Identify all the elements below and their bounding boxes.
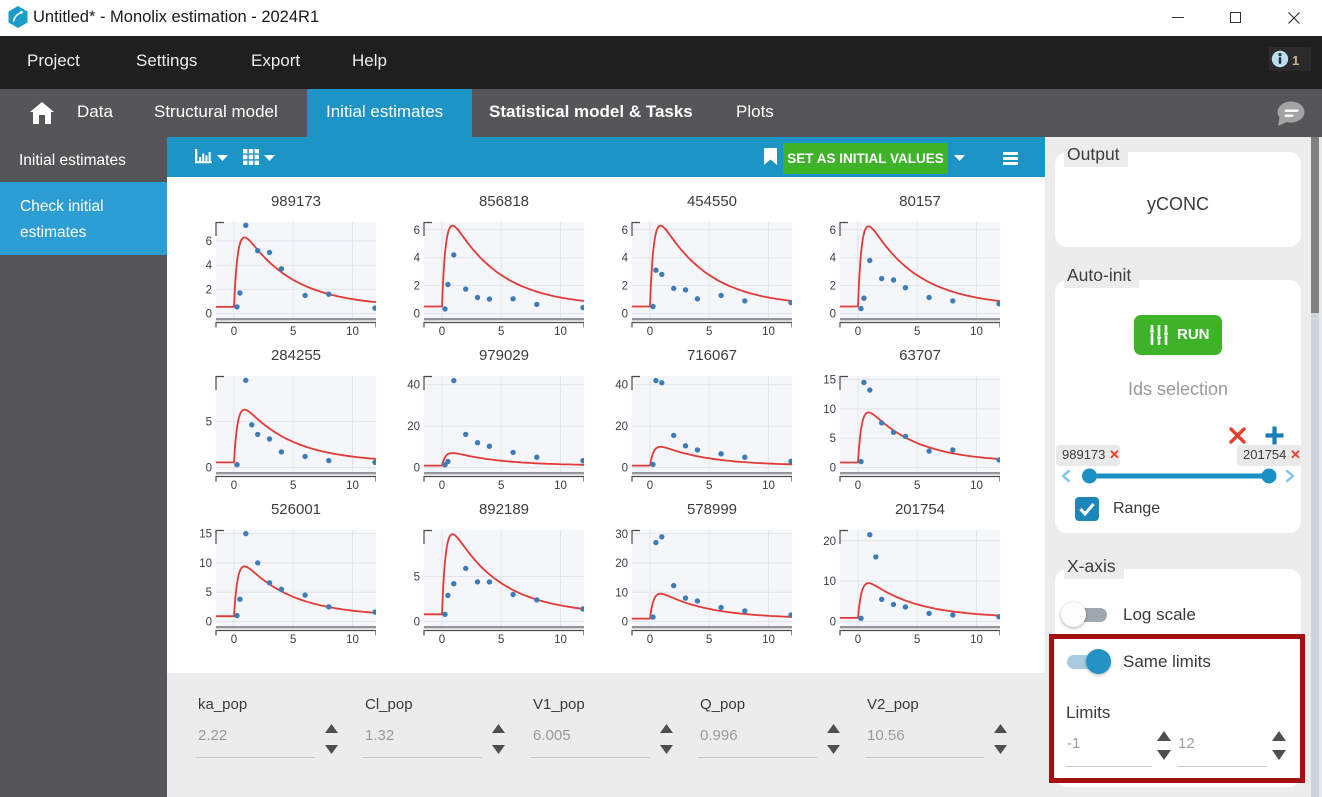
svg-text:20: 20 <box>407 421 420 433</box>
svg-text:0: 0 <box>646 634 652 646</box>
svg-text:6: 6 <box>413 225 419 237</box>
svg-text:0: 0 <box>231 480 237 492</box>
svg-text:10: 10 <box>762 326 775 338</box>
svg-text:201754: 201754 <box>894 501 944 518</box>
svg-text:0: 0 <box>854 326 860 338</box>
svg-text:2: 2 <box>206 284 212 296</box>
svg-text:10: 10 <box>970 480 983 492</box>
svg-text:0: 0 <box>439 634 445 646</box>
svg-text:80157: 80157 <box>899 193 941 210</box>
svg-text:5: 5 <box>706 480 712 492</box>
svg-text:0: 0 <box>413 617 419 629</box>
svg-text:2: 2 <box>829 281 835 293</box>
svg-text:0: 0 <box>231 634 237 646</box>
svg-text:2: 2 <box>413 281 419 293</box>
svg-text:10: 10 <box>346 326 359 338</box>
svg-text:10: 10 <box>970 326 983 338</box>
svg-text:5: 5 <box>206 587 212 599</box>
svg-text:5: 5 <box>829 433 835 445</box>
svg-text:10: 10 <box>970 634 983 646</box>
svg-text:40: 40 <box>615 380 628 392</box>
svg-text:0: 0 <box>206 309 212 321</box>
svg-text:6: 6 <box>621 225 627 237</box>
svg-text:454550: 454550 <box>687 193 737 210</box>
svg-text:5: 5 <box>498 634 504 646</box>
svg-text:63707: 63707 <box>899 347 941 364</box>
svg-text:4: 4 <box>413 253 420 265</box>
svg-text:284255: 284255 <box>271 347 321 364</box>
svg-text:10: 10 <box>554 634 567 646</box>
svg-text:20: 20 <box>823 536 836 548</box>
svg-text:979029: 979029 <box>479 347 529 364</box>
svg-text:0: 0 <box>854 480 860 492</box>
svg-text:5: 5 <box>413 572 419 584</box>
svg-text:0: 0 <box>646 480 652 492</box>
svg-text:0: 0 <box>829 617 835 629</box>
svg-text:5: 5 <box>290 326 296 338</box>
svg-text:0: 0 <box>413 309 419 321</box>
svg-text:10: 10 <box>762 480 775 492</box>
svg-text:5: 5 <box>206 417 212 429</box>
svg-text:5: 5 <box>498 480 504 492</box>
svg-text:0: 0 <box>439 326 445 338</box>
svg-text:6: 6 <box>206 236 212 248</box>
svg-text:0: 0 <box>829 463 835 475</box>
svg-text:40: 40 <box>407 380 420 392</box>
svg-text:10: 10 <box>762 634 775 646</box>
svg-text:0: 0 <box>621 463 627 475</box>
svg-text:10: 10 <box>554 480 567 492</box>
svg-text:2: 2 <box>621 281 627 293</box>
svg-text:5: 5 <box>706 634 712 646</box>
svg-text:10: 10 <box>199 558 212 570</box>
svg-text:5: 5 <box>913 480 919 492</box>
svg-text:10: 10 <box>346 634 359 646</box>
svg-text:10: 10 <box>346 480 359 492</box>
svg-text:0: 0 <box>413 463 419 475</box>
svg-text:10: 10 <box>615 587 628 599</box>
svg-text:10: 10 <box>823 576 836 588</box>
svg-text:0: 0 <box>206 463 212 475</box>
svg-text:989173: 989173 <box>271 193 321 210</box>
svg-text:892189: 892189 <box>479 501 529 518</box>
svg-text:5: 5 <box>498 326 504 338</box>
svg-text:6: 6 <box>829 225 835 237</box>
svg-text:10: 10 <box>823 404 836 416</box>
svg-text:0: 0 <box>621 309 627 321</box>
svg-text:0: 0 <box>829 309 835 321</box>
svg-text:0: 0 <box>854 634 860 646</box>
svg-text:0: 0 <box>206 617 212 629</box>
svg-text:5: 5 <box>913 326 919 338</box>
svg-text:578999: 578999 <box>687 501 737 518</box>
svg-text:0: 0 <box>439 480 445 492</box>
svg-text:20: 20 <box>615 421 628 433</box>
svg-text:20: 20 <box>615 558 628 570</box>
svg-text:0: 0 <box>231 326 237 338</box>
svg-text:0: 0 <box>621 617 627 629</box>
svg-text:4: 4 <box>621 253 628 265</box>
svg-text:526001: 526001 <box>271 501 321 518</box>
svg-text:4: 4 <box>829 253 836 265</box>
svg-text:15: 15 <box>823 375 836 387</box>
svg-text:716067: 716067 <box>687 347 737 364</box>
svg-text:856818: 856818 <box>479 193 529 210</box>
svg-text:10: 10 <box>554 326 567 338</box>
svg-text:5: 5 <box>913 634 919 646</box>
svg-text:30: 30 <box>615 529 628 541</box>
svg-text:0: 0 <box>646 326 652 338</box>
svg-text:5: 5 <box>706 326 712 338</box>
svg-text:4: 4 <box>206 260 213 272</box>
svg-text:5: 5 <box>290 634 296 646</box>
svg-text:5: 5 <box>290 480 296 492</box>
svg-text:15: 15 <box>199 529 212 541</box>
